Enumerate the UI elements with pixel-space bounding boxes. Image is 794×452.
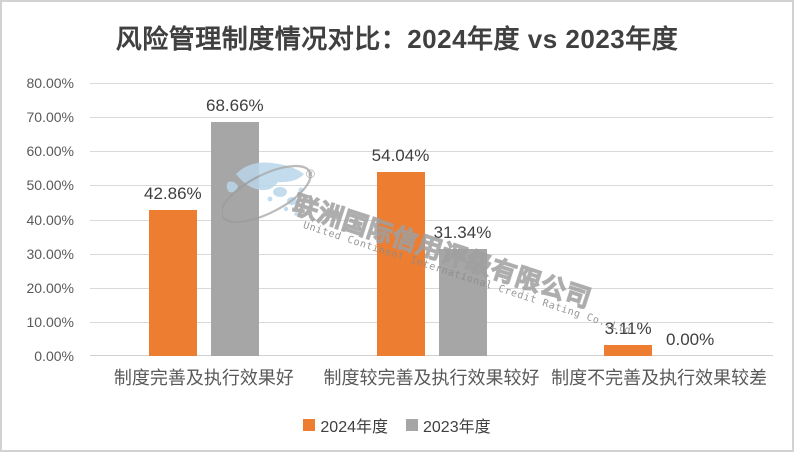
legend-item: 2023年度 (406, 413, 491, 437)
bar-2023年度 (438, 249, 487, 356)
data-label: 31.34% (433, 223, 492, 243)
legend-swatch (406, 419, 418, 431)
legend-swatch (303, 419, 316, 431)
data-label: 54.04% (371, 145, 430, 165)
gridline (90, 321, 773, 323)
data-label: 3.11% (604, 319, 652, 339)
bar-2024年度 (376, 171, 425, 356)
y-tick-label: 70.00% (26, 109, 74, 126)
data-label: 68.66% (205, 95, 264, 115)
category-label: 制度较完善及执行效果较好 (323, 368, 540, 388)
bar-2023年度 (210, 121, 259, 356)
chart-legend: 2024年度 2023年度 (2, 413, 792, 437)
gridline (90, 253, 773, 255)
gridline (90, 287, 773, 289)
y-tick-label: 20.00% (26, 279, 74, 296)
bar-2024年度 (604, 345, 653, 356)
data-label: 0.00% (666, 330, 715, 349)
gridline (90, 151, 773, 153)
y-tick-label: 80.00% (26, 75, 74, 91)
y-tick-label: 30.00% (26, 245, 74, 262)
y-tick-label: 60.00% (26, 143, 74, 160)
category-label: 制度完善及执行效果好 (113, 368, 294, 388)
y-tick-label: 0.00% (34, 348, 74, 364)
category-label: 制度不完善及执行效果较差 (551, 368, 768, 388)
gridline (90, 185, 773, 187)
x-axis-line (90, 355, 773, 356)
y-tick-label: 50.00% (26, 177, 74, 194)
legend-label: 2024年度 (320, 419, 388, 436)
plot-area: 42.86% 68.66% 54.04% 31.34% 3.11% 0.00% (90, 83, 773, 356)
data-label: 42.86% (143, 183, 202, 203)
gridline (90, 117, 773, 119)
gridline (90, 83, 773, 84)
chart-title: 风险管理制度情况对比：2024年度 vs 2023年度 (115, 24, 679, 54)
legend-label: 2023年度 (423, 419, 491, 436)
gridline (90, 219, 773, 221)
bar-2024年度 (148, 209, 197, 356)
legend-item: 2024年度 (303, 413, 388, 437)
y-tick-label: 10.00% (26, 313, 74, 330)
y-tick-label: 40.00% (26, 211, 74, 228)
